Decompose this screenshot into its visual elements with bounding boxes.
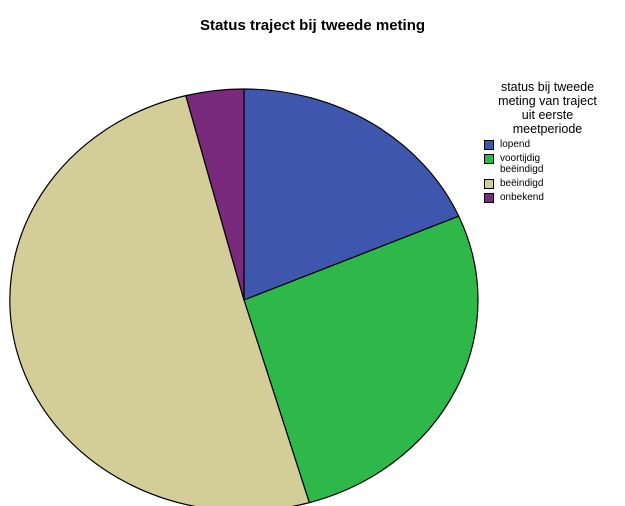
legend-label: beëindigd	[500, 178, 544, 189]
legend-title: status bij tweede meting van traject uit…	[498, 80, 597, 136]
legend-item: beëindigd	[484, 178, 625, 189]
legend-swatch	[484, 140, 494, 150]
legend-swatch	[484, 193, 494, 203]
legend-label: voortijdig beëindigd	[500, 153, 544, 175]
legend-item: voortijdig beëindigd	[484, 153, 625, 175]
slice-lopend	[243, 88, 460, 301]
slice-voortijdig-beeindigd	[243, 215, 479, 504]
chart-title: Status traject bij tweede meting	[199, 17, 426, 34]
legend-item: onbekend	[484, 192, 625, 203]
legend-item: lopend	[484, 139, 625, 150]
legend-swatch	[484, 179, 494, 189]
legend-label: lopend	[500, 139, 531, 150]
slice-beeindigd	[9, 95, 310, 506]
legend-label: onbekend	[500, 192, 544, 203]
legend: status bij tweede meting van traject uit…	[470, 80, 625, 206]
slice-onbekend	[185, 88, 245, 301]
legend-items: lopend voortijdig beëindigd beëindigd onbek…	[470, 139, 625, 203]
legend-swatch	[484, 154, 494, 164]
